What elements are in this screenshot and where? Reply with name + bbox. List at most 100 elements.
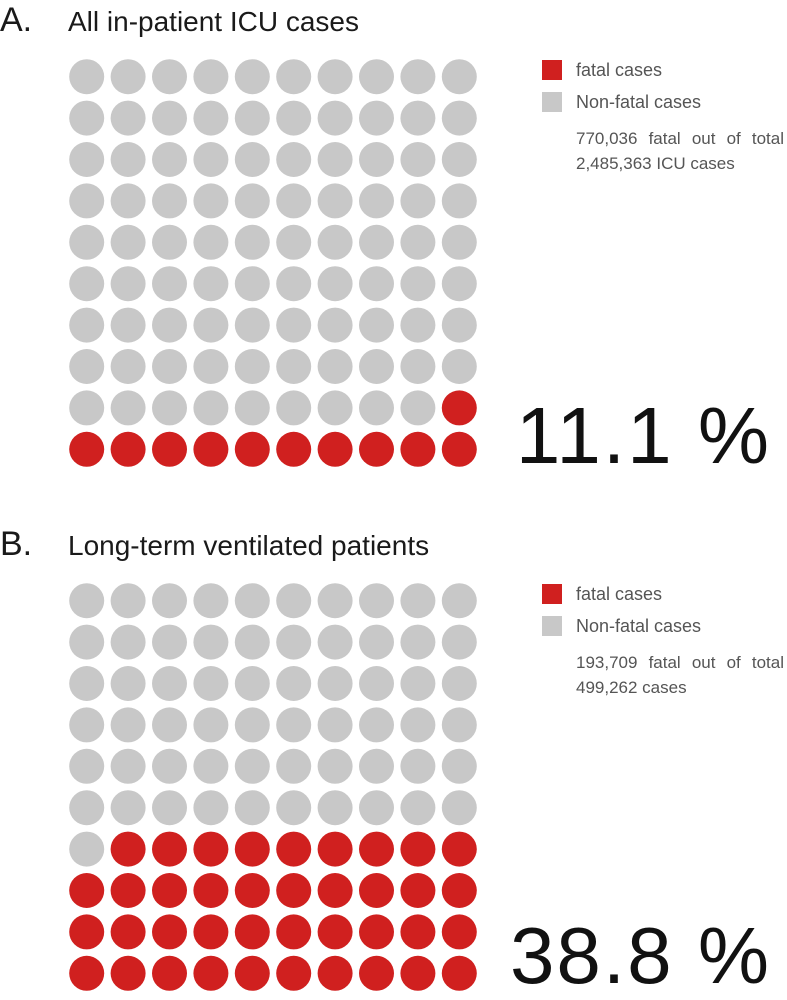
waffle-cell-non-fatal <box>400 666 436 701</box>
waffle-cell-fatal <box>152 914 187 950</box>
waffle-cell-fatal <box>400 955 436 991</box>
waffle-cell-non-fatal <box>276 707 312 743</box>
waffle-cell-fatal <box>441 914 477 950</box>
waffle-cell-non-fatal <box>234 707 270 743</box>
waffle-cell-fatal <box>234 873 270 908</box>
legend: fatal cases Non-fatal cases 770,036 fata… <box>542 56 787 176</box>
waffle-cell-fatal <box>317 431 353 467</box>
waffle-cell-non-fatal <box>359 307 394 343</box>
waffle-cell-non-fatal <box>359 748 394 784</box>
waffle-cell-non-fatal <box>234 307 270 343</box>
waffle-cell-fatal <box>193 955 229 991</box>
waffle-cell-fatal <box>400 873 436 908</box>
legend-label-fatal: fatal cases <box>576 584 663 604</box>
waffle-cell-non-fatal <box>193 100 229 136</box>
waffle-cell-non-fatal <box>69 707 105 743</box>
waffle-cell-non-fatal <box>110 707 146 743</box>
waffle-cell-non-fatal <box>276 307 312 343</box>
waffle-cell-fatal <box>276 914 312 950</box>
waffle-cell-non-fatal <box>234 59 270 95</box>
waffle-cell-non-fatal <box>359 666 394 701</box>
waffle-cell-non-fatal <box>234 624 270 660</box>
waffle-cell-non-fatal <box>276 390 312 426</box>
waffle-cell-non-fatal <box>359 707 394 743</box>
waffle-cell-non-fatal <box>441 266 477 302</box>
waffle-cell-non-fatal <box>69 583 105 619</box>
waffle-cell-non-fatal <box>110 59 146 95</box>
waffle-cell-fatal <box>400 431 436 467</box>
panel-b: B. Long-term ventilated patients fatal c… <box>0 524 787 998</box>
waffle-cell-non-fatal <box>193 748 229 784</box>
waffle-cell-non-fatal <box>317 624 353 660</box>
legend-label-non-fatal: Non-fatal cases <box>576 92 702 112</box>
waffle-cell-non-fatal <box>317 748 353 784</box>
waffle-cell-non-fatal <box>276 100 312 136</box>
waffle-cell-non-fatal <box>276 224 312 260</box>
waffle-cell-non-fatal <box>317 583 353 619</box>
legend-label-fatal: fatal cases <box>576 60 663 80</box>
panel-letter: A. <box>0 1 33 39</box>
waffle-cell-non-fatal <box>441 790 477 826</box>
waffle-cell-non-fatal <box>317 307 353 343</box>
waffle-cell-fatal <box>110 955 146 991</box>
waffle-cell-non-fatal <box>400 390 436 426</box>
waffle-cell-non-fatal <box>400 707 436 743</box>
waffle-cell-non-fatal <box>69 224 105 260</box>
waffle-cell-non-fatal <box>276 59 312 95</box>
waffle-cell-non-fatal <box>400 790 436 826</box>
waffle-cell-non-fatal <box>193 224 229 260</box>
waffle-cell-non-fatal <box>317 224 353 260</box>
waffle-cell-non-fatal <box>276 624 312 660</box>
waffle-chart <box>69 583 477 991</box>
waffle-cell-non-fatal <box>441 142 477 177</box>
waffle-cell-fatal <box>359 431 394 467</box>
waffle-cell-non-fatal <box>400 624 436 660</box>
waffle-cell-fatal <box>359 914 394 950</box>
waffle-cell-non-fatal <box>152 707 187 743</box>
waffle-cell-fatal <box>234 955 270 991</box>
waffle-cell-non-fatal <box>110 748 146 784</box>
legend-label-non-fatal: Non-fatal cases <box>576 616 702 636</box>
waffle-cell-non-fatal <box>152 266 187 302</box>
waffle-cell-non-fatal <box>359 624 394 660</box>
waffle-cell-non-fatal <box>110 583 146 619</box>
waffle-cell-fatal <box>152 831 187 867</box>
waffle-cell-non-fatal <box>193 790 229 826</box>
waffle-cell-non-fatal <box>400 142 436 177</box>
waffle-cell-fatal <box>359 873 394 908</box>
waffle-cell-non-fatal <box>441 707 477 743</box>
waffle-cell-non-fatal <box>234 266 270 302</box>
waffle-cell-non-fatal <box>359 266 394 302</box>
waffle-cell-fatal <box>441 955 477 991</box>
waffle-cell-non-fatal <box>276 266 312 302</box>
legend-item-fatal: fatal cases <box>542 580 787 612</box>
percent-label: 11.1 % <box>515 391 771 480</box>
waffle-cell-non-fatal <box>359 349 394 384</box>
waffle-cell-non-fatal <box>234 100 270 136</box>
waffle-cell-fatal <box>359 955 394 991</box>
waffle-cell-non-fatal <box>359 790 394 826</box>
waffle-cell-non-fatal <box>234 748 270 784</box>
waffle-cell-fatal <box>441 831 477 867</box>
waffle-cell-fatal <box>359 831 394 867</box>
waffle-cell-non-fatal <box>359 583 394 619</box>
waffle-cell-non-fatal <box>69 790 105 826</box>
waffle-cell-non-fatal <box>234 390 270 426</box>
panel-a: A. All in-patient ICU cases fatal cases … <box>0 0 787 490</box>
waffle-cell-non-fatal <box>110 666 146 701</box>
waffle-cell-non-fatal <box>276 583 312 619</box>
waffle-cell-non-fatal <box>110 790 146 826</box>
waffle-cell-fatal <box>234 914 270 950</box>
waffle-cell-non-fatal <box>152 748 187 784</box>
waffle-cell-non-fatal <box>152 790 187 826</box>
waffle-cell-fatal <box>317 914 353 950</box>
waffle-cell-non-fatal <box>441 583 477 619</box>
waffle-cell-non-fatal <box>110 266 146 302</box>
legend-item-fatal: fatal cases <box>542 56 787 88</box>
waffle-cell-non-fatal <box>359 183 394 219</box>
panel-title: All in-patient ICU cases <box>68 6 360 37</box>
waffle-cell-non-fatal <box>276 790 312 826</box>
waffle-cell-non-fatal <box>317 183 353 219</box>
waffle-cell-non-fatal <box>234 790 270 826</box>
waffle-cell-fatal <box>69 955 105 991</box>
